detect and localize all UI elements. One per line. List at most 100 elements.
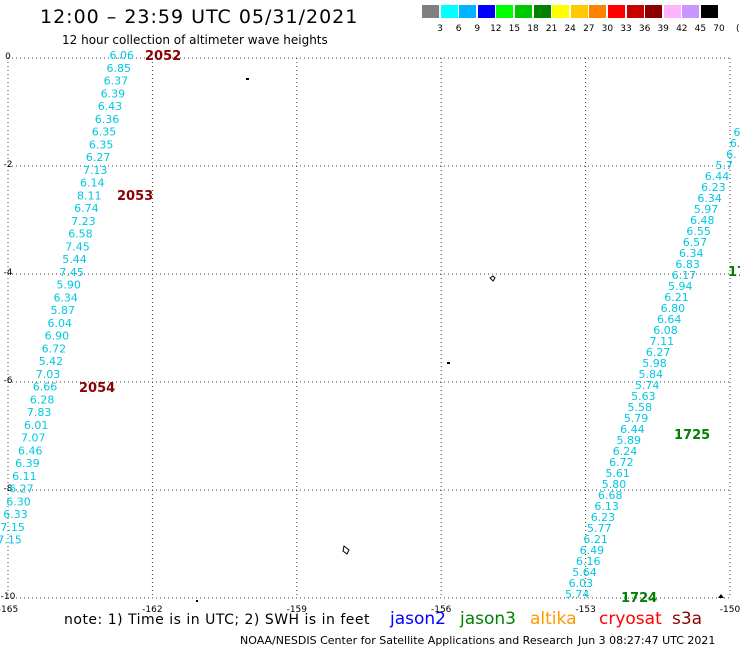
island-marker [246,78,249,80]
wave-height-value: 6.13 [594,500,619,513]
wave-height-value: 6.85 [107,62,132,75]
footer-note: note: 1) Time is in UTC; 2) SWH is in fe… [64,612,371,628]
wave-height-value: 6.30 [6,495,31,508]
longitude-tick-label: -156 [431,605,452,615]
wave-height-value: 6.58 [68,228,93,241]
wave-height-value: 5.74 [565,588,590,601]
wave-height-value: 5.61 [605,467,630,480]
wave-height-value: 5.64 [572,566,597,579]
legend-label: 39 [657,24,669,34]
wave-height-value: 5.94 [668,280,693,293]
wave-height-value: 6.34 [679,247,704,260]
wave-height-value: 7.15 [0,521,25,534]
wave-height-value: 6.43 [98,100,123,113]
wave-height-value: 6.21 [583,533,608,546]
legend-swatch [459,5,478,18]
credit-line: NOAA/NESDIS Center for Satellite Applica… [240,634,574,647]
wave-height-value: 6.27 [9,483,34,496]
wave-height-value: 6.90 [45,330,70,343]
legend-label: 70 [713,24,725,34]
wave-height-value: 5.58 [628,401,653,414]
island-marker [489,275,496,282]
latitude-tick-label: -4 [4,268,13,278]
wave-height-value: 6.83 [675,258,700,271]
wave-height-value: 6.72 [609,456,634,469]
legend-swatch [663,5,682,18]
wave-height-value: 6.23 [591,511,616,524]
wave-height-value: 7.15 [0,534,22,547]
longitude-tick-label: -159 [287,605,308,615]
wave-height-value: 6.46 [18,444,43,457]
wave-height-value: 5.42 [39,355,64,368]
wave-height-value: 6.37 [104,75,129,88]
wave-height-value: 6.68 [598,489,623,502]
satellite-label-jason3: jason3 [460,609,516,629]
wave-height-value: 6.35 [89,138,114,151]
legend-label: 42 [676,24,688,34]
wave-height-value: 6. [726,148,737,161]
wave-height-value: 6.23 [701,181,726,194]
wave-height-value: 6.06 [110,49,135,62]
longitude-tick-label: -162 [142,605,162,615]
wave-height-value: 7.03 [36,368,61,381]
legend-label: 12 [490,24,502,34]
pass-time-label: 2052 [145,49,181,64]
wave-height-value: 6.28 [30,393,55,406]
wave-height-value: 5.77 [587,522,612,535]
wave-height-value: 5.84 [639,368,664,381]
wave-height-value: 5.97 [694,203,719,216]
wave-height-value: 6.08 [653,324,678,337]
wave-height-value: 6.74 [74,202,99,215]
wave-height-value: 6.27 [86,151,111,164]
latitude-tick-label: -8 [4,484,13,494]
legend-swatch [608,5,626,18]
pass-time-label: 17 [728,265,740,280]
island-marker [718,594,724,598]
island-marker [196,600,198,602]
pass-time-label: 1725 [674,428,710,443]
longitude-tick-label: -165 [0,605,18,615]
satellite-label-s3a: s3a [672,609,703,629]
satellite-label-altika: altika [530,609,577,629]
wave-height-value: 6.66 [33,381,58,394]
legend-label: 24 [564,24,576,34]
wave-height-value: 6.01 [24,419,49,432]
legend-label: 45 [694,24,707,34]
wave-height-value: 6.16 [576,555,601,568]
wave-height-value: 6.34 [697,192,722,205]
wave-height-value: 6.36 [95,113,120,126]
wave-height-value: 6.17 [672,269,697,282]
pass-time-label: 1724 [621,591,657,606]
legend-swatch [626,5,645,18]
wave-height-value: 5.7 [715,159,733,172]
wave-height-value: 6. [734,126,740,139]
wave-height-value: 6.57 [683,236,708,249]
wave-height-value: 6.21 [664,291,689,304]
legend-label: 21 [545,24,558,34]
legend-label: 9 [474,24,481,34]
latitude-tick-label: 0 [5,52,11,62]
wave-height-value: 6.49 [580,544,605,557]
latitude-tick-label: -2 [4,160,13,170]
generated-timestamp: Jun 3 08:27:47 UTC 2021 [578,634,716,647]
wave-height-value: 6. [730,137,740,150]
wave-height-value: 7.83 [27,406,52,419]
island-marker [342,545,350,555]
wave-height-value: 6.72 [42,342,67,355]
legend-swatch [440,5,459,18]
legend-label: 36 [638,24,651,34]
legend-unit: (ft) [736,24,740,34]
wave-height-value: 5.80 [602,478,627,491]
wave-height-value: 7.11 [650,335,675,348]
legend-swatch [496,5,515,18]
legend-label: 3 [437,24,443,34]
latitude-tick-label: -10 [1,592,16,602]
longitude-tick-label: -150 [720,605,740,615]
longitude-tick-label: -153 [575,605,595,615]
legend-label: 27 [583,24,595,34]
map-subtitle: 12 hour collection of altimeter wave hei… [62,33,328,47]
legend-swatch [552,5,571,18]
legend-label: 30 [601,24,614,34]
legend-label: 33 [620,24,632,34]
wave-height-value: 7.13 [83,164,108,177]
